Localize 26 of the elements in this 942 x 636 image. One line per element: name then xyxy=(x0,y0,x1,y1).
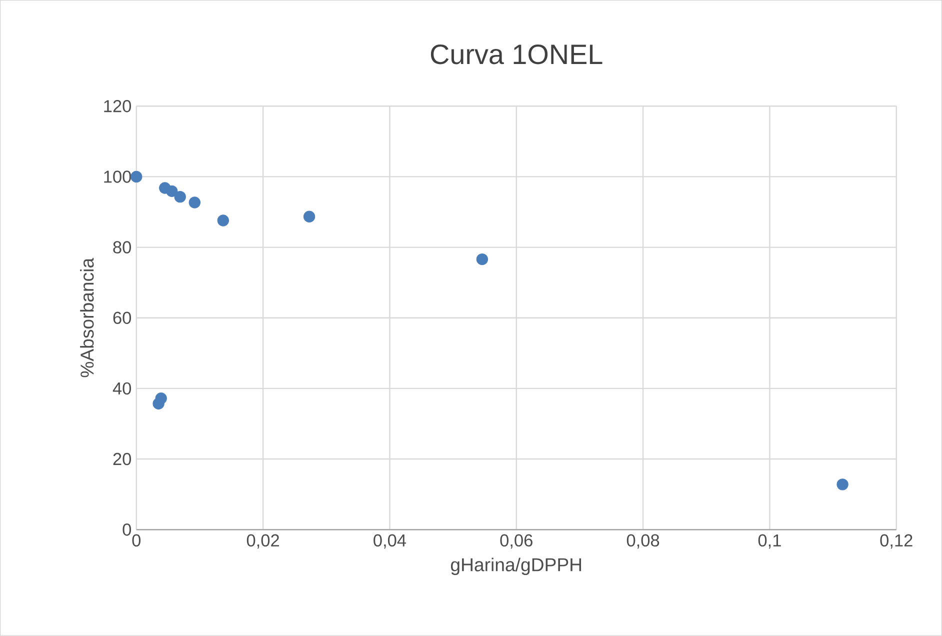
point xyxy=(130,170,142,183)
x-tick-label: 0,04 xyxy=(374,534,406,549)
x-tick-label: 0,02 xyxy=(246,534,279,549)
point xyxy=(166,185,178,198)
y-axis-title: %Absorbancia xyxy=(80,258,94,378)
point xyxy=(303,210,316,223)
point xyxy=(836,478,848,490)
x-axis-title: gHarina/gDPPH xyxy=(450,558,582,576)
chart-title: Curva 1ONEL xyxy=(430,44,602,64)
y-tick-label: 60 xyxy=(113,312,132,324)
x-tick-label: 0,08 xyxy=(626,534,660,549)
y-tick-label: 120 xyxy=(104,100,132,112)
point xyxy=(174,191,186,203)
x-tick-label: 0,06 xyxy=(500,534,532,549)
point xyxy=(155,392,167,404)
x-tick-label: 0 xyxy=(132,534,141,547)
y-tick-label: 100 xyxy=(104,170,132,183)
y-tick-label: 80 xyxy=(113,241,132,254)
point xyxy=(188,196,200,208)
y-tick-label: 20 xyxy=(113,453,132,466)
x-tick-label: 0,1 xyxy=(758,534,781,549)
x-tick-label: 0,12 xyxy=(880,534,912,549)
y-tick-label: 40 xyxy=(112,382,132,395)
point xyxy=(217,214,229,226)
y-tick-label: 0 xyxy=(122,524,132,536)
point xyxy=(476,254,488,266)
